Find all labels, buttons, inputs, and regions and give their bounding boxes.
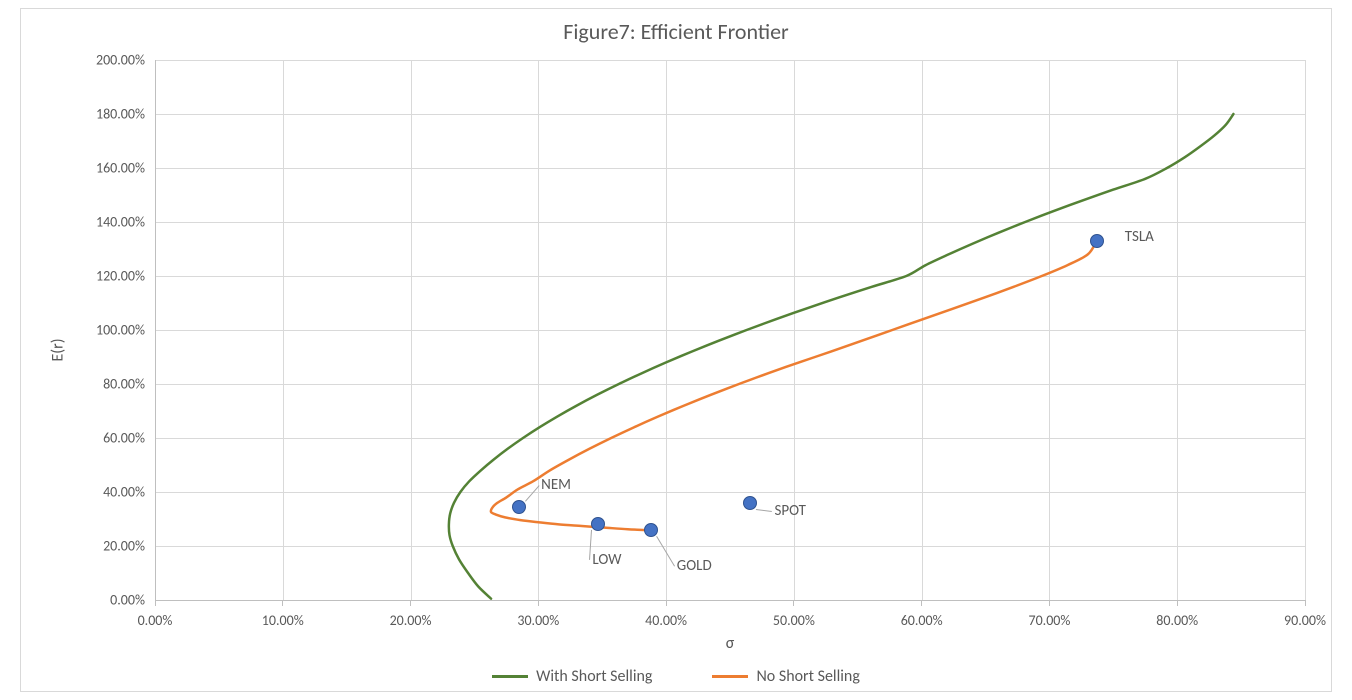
y-tick-label: 180.00% [96, 106, 155, 123]
x-tick-label: 10.00% [262, 612, 304, 629]
x-axis-label: σ [726, 634, 735, 653]
legend-swatch-no-short [712, 675, 748, 678]
marker-label-low: LOW [592, 551, 621, 569]
chart-container: Figure7: Efficient Frontier E(r) 0.00%20… [0, 0, 1352, 700]
legend-label-with-short: With Short Selling [536, 667, 652, 686]
legend-swatch-with-short [492, 675, 528, 678]
marker-label-gold: GOLD [677, 557, 712, 575]
marker-label-tsla: TSLA [1125, 228, 1154, 246]
y-tick-label: 140.00% [96, 214, 155, 231]
x-tick-label: 20.00% [390, 612, 432, 629]
y-tick-label: 100.00% [96, 322, 155, 339]
x-tick-label: 30.00% [517, 612, 559, 629]
marker-label-spot: SPOT [774, 502, 805, 520]
x-tick-label: 60.00% [901, 612, 943, 629]
y-tick-label: 80.00% [103, 376, 155, 393]
x-tick-label: 90.00% [1284, 612, 1326, 629]
x-tick-label: 80.00% [1156, 612, 1198, 629]
x-axis-line [155, 600, 1305, 601]
x-tick-label: 70.00% [1028, 612, 1070, 629]
y-tick-label: 60.00% [103, 430, 155, 447]
legend-item-no-short: No Short Selling [712, 667, 859, 686]
y-axis-label: E(r) [49, 338, 68, 361]
y-tick-label: 0.00% [110, 592, 155, 609]
y-tick-label: 120.00% [96, 268, 155, 285]
x-tick-label: 0.00% [138, 612, 173, 629]
legend-label-no-short: No Short Selling [756, 667, 859, 686]
y-tick-label: 40.00% [103, 484, 155, 501]
marker-tsla [1090, 234, 1104, 248]
legend-item-with-short: With Short Selling [492, 667, 652, 686]
chart-title: Figure7: Efficient Frontier [0, 18, 1352, 45]
y-tick-label: 160.00% [96, 160, 155, 177]
gridline-v [1305, 60, 1306, 600]
series-line-1 [491, 241, 1097, 530]
marker-low [591, 517, 605, 531]
marker-nem [512, 500, 526, 514]
marker-spot [743, 496, 757, 510]
marker-label-nem: NEM [541, 476, 571, 494]
series-svg [155, 60, 1305, 600]
y-tick-label: 20.00% [103, 538, 155, 555]
y-tick-label: 200.00% [96, 52, 155, 69]
x-tick-label: 50.00% [773, 612, 815, 629]
legend: With Short Selling No Short Selling [0, 667, 1352, 686]
plot-area: 0.00%20.00%40.00%60.00%80.00%100.00%120.… [155, 60, 1305, 600]
x-tick-label: 40.00% [645, 612, 687, 629]
